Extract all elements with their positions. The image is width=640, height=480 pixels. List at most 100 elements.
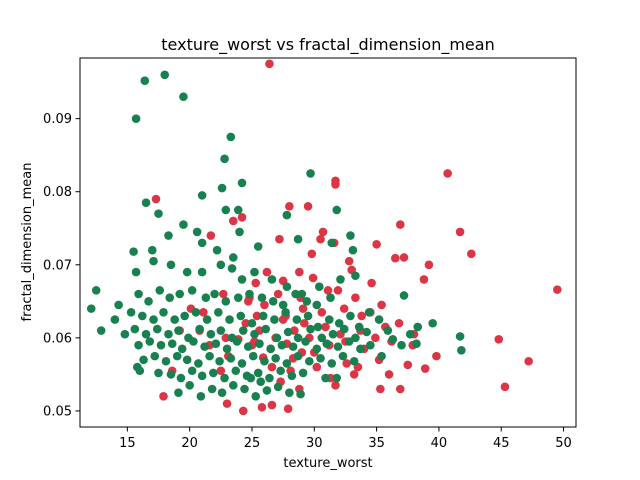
data-point bbox=[96, 326, 106, 335]
data-point bbox=[293, 351, 303, 361]
data-point bbox=[321, 373, 330, 383]
data-point bbox=[255, 339, 264, 349]
data-point bbox=[362, 327, 371, 337]
data-point bbox=[217, 183, 227, 193]
data-point bbox=[419, 275, 429, 284]
data-point bbox=[327, 359, 337, 368]
data-point bbox=[152, 324, 162, 334]
data-point bbox=[303, 202, 313, 211]
data-point bbox=[177, 344, 187, 354]
data-point bbox=[388, 335, 398, 344]
data-point bbox=[139, 355, 148, 365]
data-point bbox=[179, 220, 188, 229]
data-point bbox=[322, 339, 332, 349]
x-axis-label: texture_worst bbox=[283, 456, 372, 471]
data-point bbox=[332, 373, 342, 383]
data-point bbox=[180, 311, 189, 321]
data-point bbox=[216, 326, 226, 335]
data-point bbox=[144, 297, 153, 306]
data-point bbox=[243, 342, 253, 351]
data-point bbox=[172, 351, 182, 361]
data-point bbox=[196, 392, 206, 401]
data-point bbox=[384, 370, 394, 379]
data-point bbox=[312, 300, 322, 310]
data-point bbox=[159, 307, 168, 317]
data-point bbox=[210, 289, 219, 299]
data-point bbox=[114, 300, 123, 310]
data-point bbox=[226, 132, 236, 142]
data-point bbox=[131, 267, 141, 277]
data-point bbox=[308, 273, 318, 283]
data-point bbox=[316, 234, 325, 244]
data-point bbox=[141, 198, 151, 207]
data-point bbox=[202, 315, 212, 324]
data-point bbox=[250, 329, 259, 339]
data-point bbox=[161, 356, 171, 366]
data-point bbox=[240, 384, 249, 394]
data-point bbox=[231, 366, 241, 376]
data-point bbox=[391, 253, 400, 263]
y-axis-label: fractal_dimension_mean bbox=[20, 163, 35, 322]
data-point bbox=[339, 324, 349, 334]
data-point bbox=[494, 335, 504, 344]
data-point bbox=[399, 253, 409, 262]
data-point bbox=[256, 377, 266, 387]
data-point bbox=[298, 304, 308, 313]
data-point bbox=[326, 293, 335, 302]
data-point bbox=[455, 332, 465, 341]
data-point bbox=[356, 344, 365, 354]
data-point bbox=[228, 216, 238, 226]
data-point bbox=[332, 205, 342, 215]
data-point bbox=[349, 370, 359, 379]
data-point bbox=[457, 345, 466, 355]
data-point bbox=[383, 326, 393, 335]
data-point bbox=[154, 368, 163, 378]
data-point bbox=[351, 333, 360, 343]
data-point bbox=[267, 400, 277, 410]
data-point bbox=[267, 275, 277, 284]
data-point bbox=[216, 366, 226, 376]
data-point bbox=[241, 318, 251, 328]
data-point bbox=[288, 342, 298, 351]
data-point bbox=[155, 286, 165, 295]
data-point bbox=[150, 351, 160, 361]
data-point bbox=[253, 368, 263, 378]
data-point bbox=[228, 381, 238, 390]
data-point bbox=[351, 271, 360, 281]
data-point bbox=[232, 337, 242, 346]
data-point bbox=[86, 304, 96, 313]
data-point bbox=[305, 356, 314, 366]
data-point bbox=[221, 297, 231, 306]
data-point bbox=[248, 351, 258, 361]
data-point bbox=[215, 356, 224, 366]
data-point bbox=[226, 354, 236, 363]
data-point bbox=[334, 318, 344, 328]
data-point bbox=[395, 220, 405, 229]
data-point bbox=[236, 311, 246, 321]
data-point bbox=[265, 373, 274, 383]
data-point bbox=[200, 342, 209, 351]
data-point bbox=[211, 339, 221, 349]
x-axis: 15 20 25 30 35 40 45 50 bbox=[119, 427, 572, 451]
data-point bbox=[364, 307, 374, 317]
data-point bbox=[307, 249, 317, 259]
data-point bbox=[292, 315, 302, 324]
data-point bbox=[377, 300, 386, 310]
y-tick-label: 0.07 bbox=[43, 258, 72, 273]
data-point bbox=[312, 362, 322, 372]
data-point bbox=[295, 267, 304, 277]
data-point bbox=[371, 333, 380, 343]
x-tick-label: 40 bbox=[431, 436, 448, 451]
data-point bbox=[346, 231, 355, 240]
data-point bbox=[233, 293, 243, 302]
data-point bbox=[277, 340, 287, 350]
data-point bbox=[287, 371, 297, 381]
data-point bbox=[191, 307, 201, 317]
data-point bbox=[195, 324, 204, 334]
data-point bbox=[262, 267, 272, 277]
data-point bbox=[413, 322, 423, 332]
data-point bbox=[206, 231, 216, 240]
data-point bbox=[273, 289, 283, 299]
data-point bbox=[261, 324, 270, 334]
data-point bbox=[260, 300, 269, 310]
